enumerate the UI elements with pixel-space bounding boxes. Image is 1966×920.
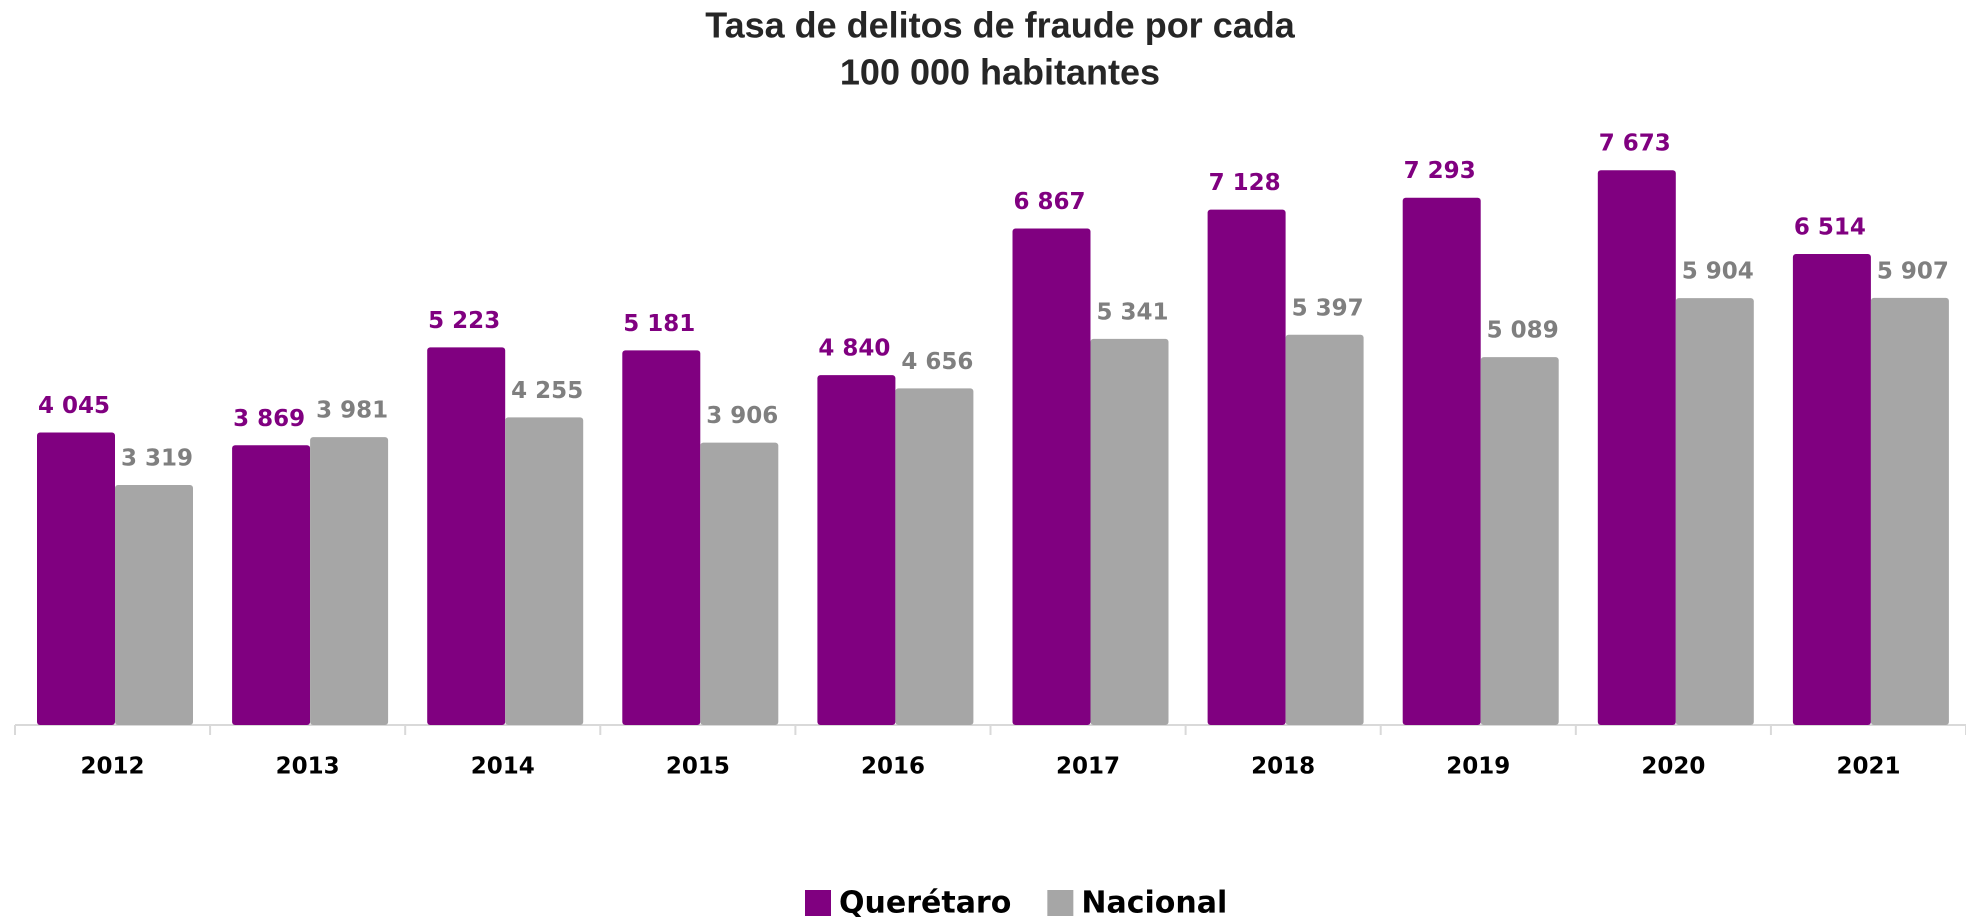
data-label: 6 514 bbox=[1794, 215, 1866, 241]
legend-swatch bbox=[805, 890, 831, 916]
bar bbox=[817, 375, 896, 725]
data-label: 5 397 bbox=[1292, 295, 1364, 321]
legend-label: Querétaro bbox=[839, 886, 1011, 920]
bar bbox=[1207, 209, 1286, 725]
chart-title: 100 000 habitantes bbox=[840, 52, 1160, 93]
x-tick-label: 2018 bbox=[1251, 754, 1315, 780]
x-tick-label: 2015 bbox=[666, 754, 730, 780]
data-label: 5 907 bbox=[1877, 258, 1949, 284]
legend-label: Nacional bbox=[1081, 886, 1227, 920]
data-label: 5 904 bbox=[1682, 259, 1754, 285]
bar bbox=[1792, 254, 1871, 726]
x-tick-label: 2013 bbox=[276, 754, 340, 780]
bar bbox=[232, 445, 311, 725]
bar bbox=[895, 388, 974, 725]
x-tick-label: 2021 bbox=[1836, 754, 1900, 780]
bar bbox=[1597, 170, 1676, 726]
bar bbox=[1012, 228, 1091, 725]
data-label: 3 981 bbox=[316, 398, 388, 424]
chart-title: Tasa de delitos de fraude por cada bbox=[705, 5, 1295, 46]
data-label: 7 673 bbox=[1599, 131, 1671, 157]
data-label: 5 181 bbox=[623, 311, 695, 337]
data-label: 4 255 bbox=[511, 378, 583, 404]
bar bbox=[1870, 297, 1949, 725]
bar bbox=[1285, 334, 1364, 725]
data-label: 7 293 bbox=[1404, 158, 1476, 184]
x-tick-label: 2014 bbox=[471, 754, 535, 780]
data-label: 5 089 bbox=[1487, 318, 1559, 344]
data-label: 4 045 bbox=[38, 393, 110, 419]
x-tick-label: 2016 bbox=[861, 754, 925, 780]
data-label: 5 341 bbox=[1096, 299, 1168, 325]
x-tick-label: 2020 bbox=[1641, 754, 1705, 780]
data-label: 3 319 bbox=[121, 446, 193, 472]
data-label: 4 656 bbox=[901, 349, 973, 375]
data-label: 5 223 bbox=[428, 308, 500, 334]
bar bbox=[115, 485, 193, 725]
bar bbox=[310, 437, 389, 725]
bar bbox=[505, 417, 584, 725]
legend-swatch bbox=[1047, 890, 1074, 916]
bar bbox=[427, 347, 506, 725]
x-tick-label: 2012 bbox=[81, 754, 145, 780]
bar bbox=[622, 350, 701, 725]
data-label: 3 906 bbox=[706, 403, 778, 429]
bar bbox=[1480, 357, 1559, 725]
bar bbox=[1090, 338, 1169, 725]
data-label: 3 869 bbox=[233, 406, 305, 432]
x-tick-label: 2017 bbox=[1056, 754, 1120, 780]
bar bbox=[37, 432, 115, 725]
data-label: 7 128 bbox=[1209, 170, 1281, 196]
x-tick-label: 2019 bbox=[1446, 754, 1510, 780]
data-label: 4 840 bbox=[818, 336, 890, 362]
data-label: 6 867 bbox=[1013, 189, 1085, 215]
bar bbox=[1402, 197, 1481, 726]
bar bbox=[700, 442, 779, 725]
bar bbox=[1675, 298, 1754, 725]
